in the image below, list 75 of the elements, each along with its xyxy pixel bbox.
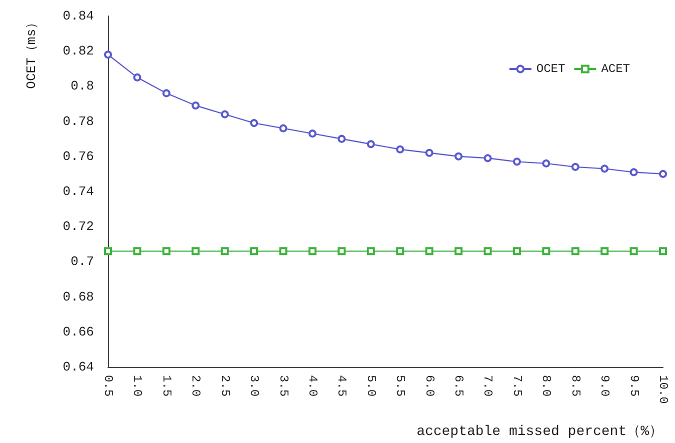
y-tick-label: 0.82 — [62, 44, 94, 59]
point — [220, 110, 229, 118]
point — [133, 247, 142, 256]
point — [396, 145, 404, 154]
y-tick-label: 0.84 — [62, 8, 94, 24]
point — [104, 247, 112, 256]
point — [630, 247, 638, 256]
y-tick-label: 0.64 — [62, 360, 94, 374]
point — [192, 102, 200, 110]
point — [366, 140, 375, 148]
x-axis-title: acceptable missed percent（%） — [416, 424, 663, 440]
x-tick-label: 6.5 — [452, 375, 466, 397]
point — [630, 168, 638, 176]
point — [512, 158, 521, 166]
point — [338, 134, 346, 143]
point — [366, 247, 375, 256]
point — [162, 89, 170, 98]
x-tick-label: 4.5 — [334, 375, 349, 397]
x-tick-label: 10.0 — [656, 375, 670, 404]
x-tick-label: 5.5 — [393, 375, 408, 397]
x-tick-label: 1.0 — [130, 375, 144, 397]
x-tick-label: 6.0 — [422, 375, 436, 397]
point — [250, 247, 258, 256]
point — [484, 247, 492, 256]
point — [308, 247, 316, 256]
x-tick-label: 2.5 — [218, 375, 232, 397]
x-tick-label: 3.5 — [276, 375, 290, 397]
point — [133, 73, 142, 82]
point — [162, 247, 170, 256]
x-tick-label: 9.0 — [598, 375, 612, 397]
point — [659, 170, 667, 178]
y-tick-label: 0.68 — [62, 289, 94, 304]
point — [484, 154, 492, 162]
x-tick-label: 0.5 — [101, 375, 115, 397]
point — [425, 247, 434, 256]
x-tick-label: 9.5 — [626, 375, 641, 397]
point — [571, 162, 580, 171]
x-tick-label: 8.0 — [539, 375, 554, 397]
x-tick-label: 4.0 — [305, 375, 320, 397]
x-tick-label: 7.0 — [480, 375, 495, 397]
point — [454, 152, 463, 160]
y-tick-label: 0.66 — [62, 324, 94, 340]
point — [600, 247, 609, 256]
point — [104, 50, 112, 59]
y-axis-title: OCET（ms） — [24, 16, 39, 89]
point — [279, 247, 288, 256]
point — [396, 247, 404, 256]
point — [454, 247, 463, 256]
point — [659, 247, 667, 256]
x-tick-label: 5.0 — [364, 375, 378, 397]
point — [600, 164, 609, 173]
point — [425, 148, 434, 157]
y-tick-label: 0.72 — [62, 219, 94, 234]
point — [279, 124, 288, 132]
point — [542, 159, 550, 168]
point — [542, 247, 550, 256]
y-tick-label: 0.78 — [62, 114, 94, 129]
y-tick-label: 0.7 — [70, 254, 94, 270]
legend-label: OCET — [536, 62, 566, 76]
point — [571, 247, 580, 256]
point — [250, 119, 258, 128]
legend-label: ACET — [601, 62, 630, 76]
y-tick-label: 0.74 — [62, 184, 94, 199]
x-tick-label: 2.0 — [188, 375, 203, 397]
point — [338, 247, 346, 256]
y-tick-label: 0.76 — [62, 148, 94, 164]
x-tick-label: 3.0 — [247, 375, 262, 397]
point — [192, 247, 200, 256]
point — [308, 130, 316, 138]
x-tick-label: 1.5 — [159, 375, 174, 397]
point — [220, 247, 229, 256]
x-tick-label: 7.5 — [510, 375, 524, 397]
x-tick-label: 8.5 — [568, 375, 582, 397]
y-tick-label: 0.8 — [70, 78, 94, 94]
point — [512, 247, 521, 256]
